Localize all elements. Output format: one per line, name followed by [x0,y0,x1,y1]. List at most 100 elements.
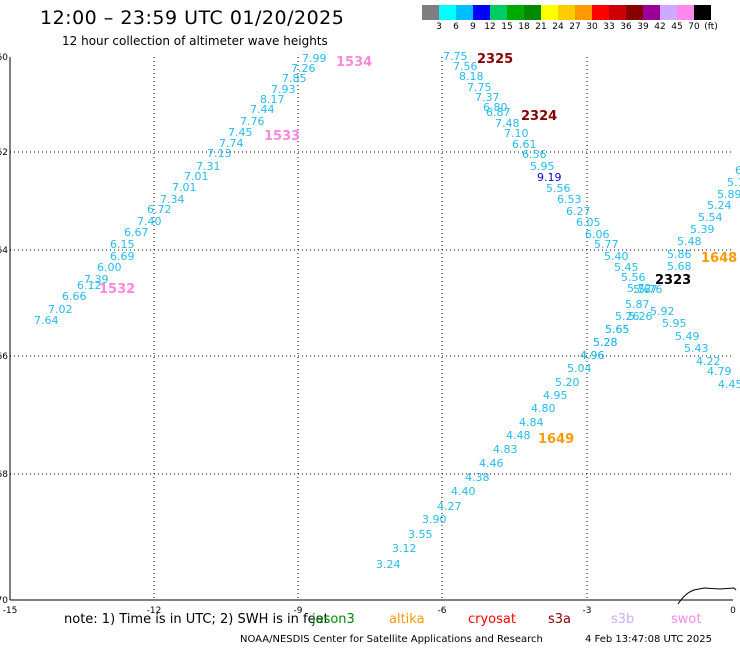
track-label: 1649 [538,432,574,447]
swh-value: 5.28 [593,336,618,349]
x-tick-label: -9 [294,606,303,616]
swh-value: 5.67 [633,283,658,296]
colorbar-label: 39 [637,22,649,32]
colorbar-labels: 3 6 9 12 15 18 21 24 27 30 33 36 39 42 45 70 (ft) [422,22,740,34]
swh-value: 7.48 [495,117,520,130]
colorbar-label: 27 [569,22,581,32]
swh-value: 8.17 [260,93,285,106]
swh-value: 6.00 [97,261,122,274]
x-tick-label: -6 [438,606,447,616]
swh-value: 3.90 [422,513,447,526]
timestamp: 4 Feb 13:47:08 UTC 2025 [585,634,712,645]
colorbar-swatch [507,5,524,20]
swh-value: 5.65 [605,323,630,336]
swh-value: 5.95 [530,160,555,173]
colorbar-label: 33 [603,22,615,32]
track-label: 1648 [701,251,737,266]
swh-value: 5.26 [615,310,640,323]
swh-value: 4.79 [707,365,732,378]
swh-value: 4.40 [451,485,476,498]
swh-value: 4.95 [543,389,568,402]
swh-value: 8.18 [459,70,484,83]
x-tick-label: -3 [583,606,592,616]
swh-value: 5.72 [627,282,652,295]
swh-value: 5.43 [684,342,709,355]
swh-value: 9.19 [537,171,562,184]
swh-value: 7.75 [467,81,492,94]
x-tick-label: 0 [730,606,736,616]
legend-item-swot: swot [671,612,702,627]
swh-value: 4.46 [479,457,504,470]
track-label: 1533 [264,129,300,144]
swh-value: 5.56 [621,271,646,284]
colorbar-label: 18 [518,22,530,32]
colorbar-label: 3 [436,22,442,32]
colorbar-label: 70 [688,22,700,32]
swh-value: 5.56 [546,182,571,195]
colorbar-swatch [422,5,439,20]
swh-value: 7.10 [504,127,529,140]
swh-value: 5.95 [662,317,687,330]
colorbar-swatch [626,5,643,20]
track-labels: 1534 1533 1532 2325 2324 2323 1649 1648 [99,52,737,447]
map-grid [9,57,733,601]
swh-values: 7.647.026.666.127.396.00 6.156.69 6.677.40… [34,50,740,571]
swh-value: 7.31 [196,160,221,173]
swh-value: 7.75 [443,50,468,63]
track-label: 1532 [99,282,135,297]
swh-value: 7.76 [240,115,265,128]
colorbar-swatch [694,5,711,20]
swh-value: 5.26 [628,310,653,323]
colorbar-swatch [541,5,558,20]
swh-value: 3.12 [392,542,417,555]
swh-value: 3.55 [408,528,433,541]
y-tick-label: -62 [0,148,8,158]
swh-value: 7.26 [291,62,316,75]
y-tick-label: -66 [0,352,8,362]
colorbar-swatch [558,5,575,20]
x-tick-label: -15 [3,606,18,616]
swh-value: 6.67 [124,226,149,239]
swh-value: 7.99 [302,52,327,65]
swh-value: 6.06 [585,228,610,241]
legend-item-s3b: s3b [611,612,635,627]
swh-value: 3.24 [376,558,401,571]
swh-value: 5.20 [555,376,580,389]
colorbar-swatch [575,5,592,20]
coastline-path [677,587,737,605]
colorbar-label: 21 [535,22,547,32]
colorbar-label: 24 [552,22,564,32]
swh-value: 6.72 [147,203,172,216]
colorbar-swatch [439,5,456,20]
swh-value: 4.96 [580,349,605,362]
map-subtitle: 12 hour collection of altimeter wave hei… [62,34,328,48]
swh-value: 7.44 [250,103,275,116]
legend-item-s3a: s3a [548,612,572,627]
swh-value: 5.28 [593,336,618,349]
colorbar-label: 30 [586,22,598,32]
swh-value: 5.89 [717,188,740,201]
swh-value: 7.93 [271,83,296,96]
legend-item-altika: altika [389,612,425,627]
legend-item-jason3: jason3 [312,612,355,627]
swh-value: 4.45 [718,378,740,391]
legend-item-cryosat: cryosat [468,612,516,627]
axis-ticks: -15 -12 -9 -6 -3 0 -60 -62 -64 -66 -68 -70 [0,53,736,616]
swh-value: 4.38 [465,471,490,484]
swh-value: 5.68 [667,260,692,273]
swh-value: 6.61 [512,138,537,151]
swh-value: 4.48 [506,429,531,442]
swh-value: 4.96 [580,349,605,362]
swh-value: 5.65 [605,323,630,336]
swh-value: 7.13 [207,147,232,160]
swh-value: 5.76 [638,283,663,296]
colorbar-label: 45 [671,22,683,32]
colorbar-label: 9 [470,22,476,32]
colorbar-swatch [677,5,694,20]
swh-value: 5.86 [667,248,692,261]
swh-value: 5.1 [727,176,740,189]
colorbar-swatch [660,5,677,20]
swh-value: 5.92 [650,305,675,318]
swh-value: 7.85 [282,72,307,85]
